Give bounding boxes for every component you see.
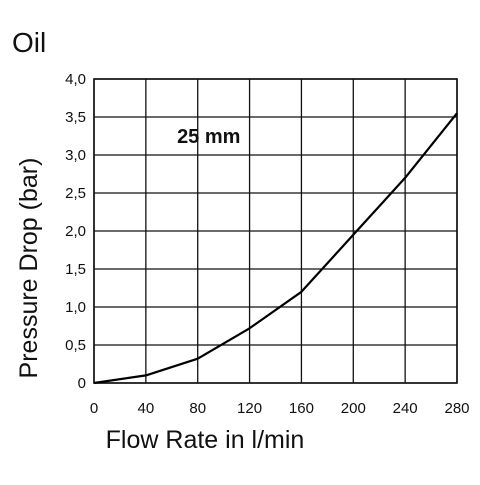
y-tick-label: 3,0	[65, 147, 86, 164]
x-tick-label: 80	[189, 400, 206, 417]
y-tick-label: 1,5	[65, 261, 86, 278]
x-axis-label: Flow Rate in l/min	[106, 426, 305, 454]
chart-title: Oil	[12, 27, 46, 58]
grid-layer	[94, 79, 457, 383]
series-line	[94, 113, 457, 383]
annotation-layer: 25 mm	[177, 126, 240, 148]
y-tick-label: 0,5	[65, 337, 86, 354]
y-tick-label: 2,0	[65, 223, 86, 240]
y-tick-label: 1,0	[65, 299, 86, 316]
y-tick-label: 2,5	[65, 185, 86, 202]
tick-label-layer: 0 40 80 120 160 200 240 280 0 0,5 1,0 1,5 2,0 2,5 3,0 3…	[65, 71, 469, 417]
y-tick-label: 4,0	[65, 71, 86, 88]
x-tick-label: 40	[138, 400, 155, 417]
x-tick-label: 160	[289, 400, 314, 417]
y-axis-label: Pressure Drop (bar)	[15, 158, 43, 379]
y-tick-label: 3,5	[65, 109, 86, 126]
x-tick-label: 280	[444, 400, 469, 417]
x-tick-label: 120	[237, 400, 262, 417]
series-layer	[94, 113, 457, 383]
series-annotation: 25 mm	[177, 126, 240, 148]
x-tick-label: 200	[341, 400, 366, 417]
x-tick-label: 240	[393, 400, 418, 417]
y-tick-label: 0	[78, 375, 86, 392]
x-tick-label: 0	[90, 400, 98, 417]
